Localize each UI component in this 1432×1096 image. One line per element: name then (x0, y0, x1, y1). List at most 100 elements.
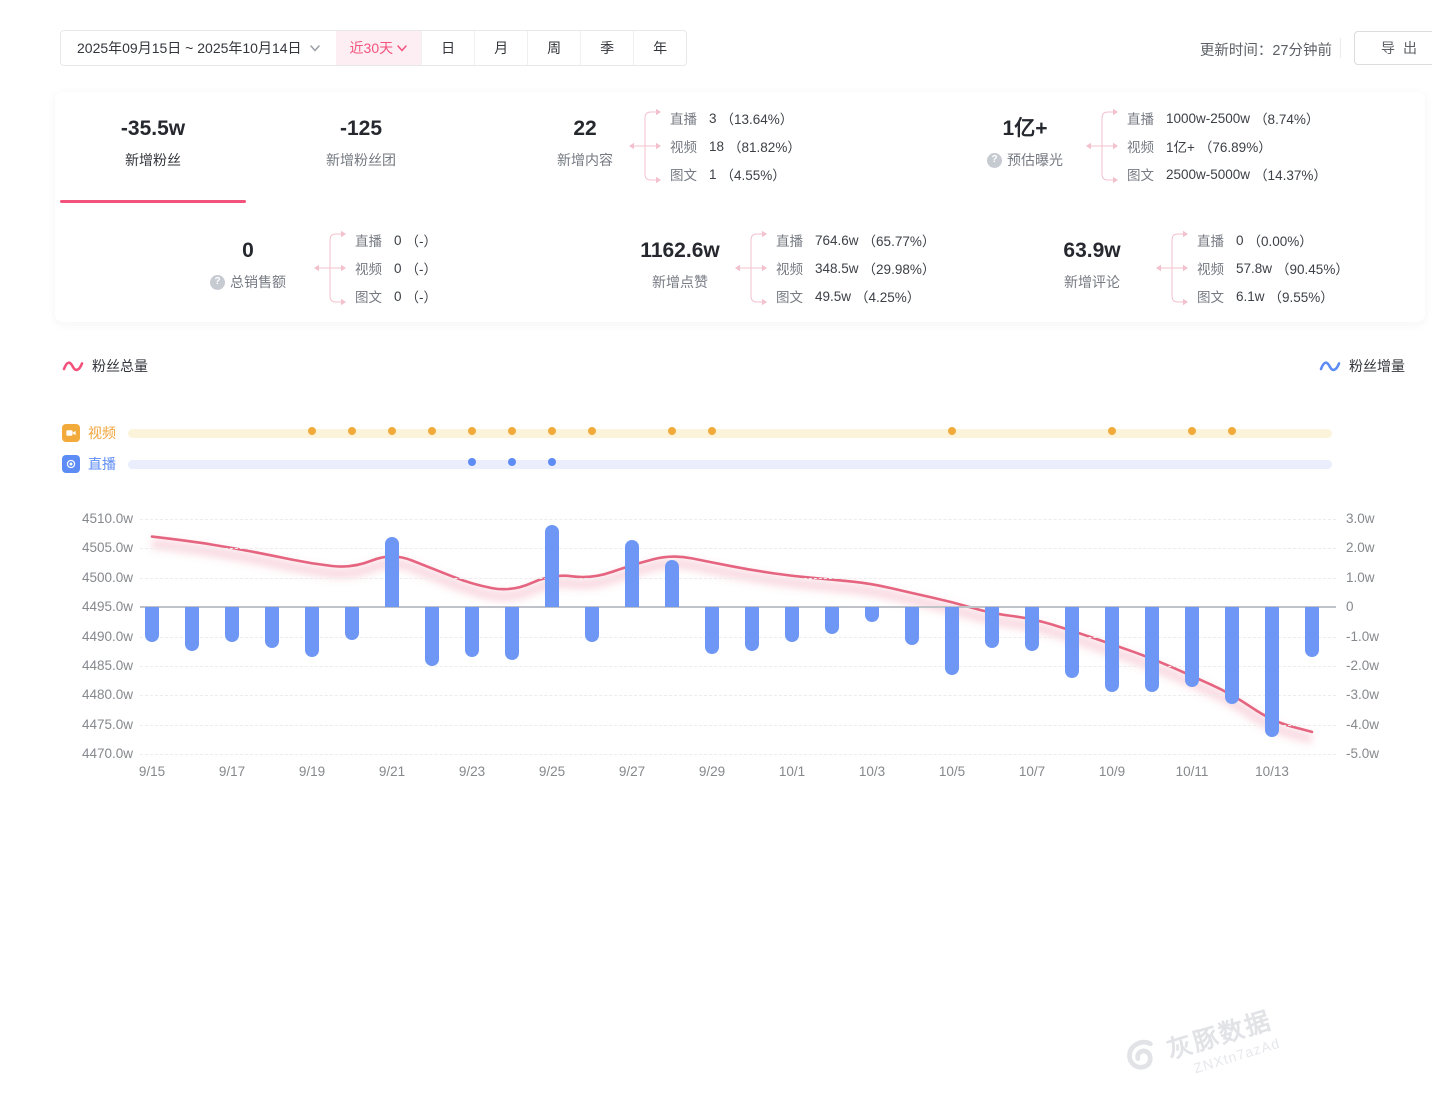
video-marker-dot[interactable] (948, 426, 956, 435)
video-marker-dot[interactable] (588, 426, 596, 435)
y-axis-label-left: 4505.0w (81, 540, 133, 556)
video-marker-dot[interactable] (1188, 426, 1196, 435)
video-marker-dot[interactable] (1108, 426, 1116, 435)
breakdown-estimated-exposure: 直播 1000w-2500w （8.74%） 视频 1亿+ （76.89%） 图文 250… (1085, 104, 1327, 188)
fans-increment-bar[interactable] (185, 607, 199, 652)
y-axis-label-right: 1.0w (1346, 569, 1375, 585)
fans-increment-bar[interactable] (425, 607, 439, 666)
stat-value: -35.5w (120, 117, 186, 140)
stat-card-new-likes[interactable]: 1162.6w 新增点赞 (605, 238, 755, 291)
breakdown-row: 图文 49.5w （4.25%） (776, 288, 921, 306)
date-range-selector[interactable]: 2025年09月15日 ~ 2025年10月14日 (61, 31, 336, 65)
x-axis-label: 10/9 (1098, 764, 1126, 779)
fans-increment-bar[interactable] (1025, 607, 1039, 652)
stat-card-new-fans[interactable]: -35.5w 新增粉丝 (60, 116, 246, 169)
fans-trend-chart: 灰豚数据 ZNXtn7azAd 4510.0w 4505.0w 4500.0w 449… (0, 500, 1432, 1076)
tab-quarter[interactable]: 季 (580, 31, 633, 65)
stat-card-new-content[interactable]: 22 新增内容 (510, 116, 660, 169)
blue-wave-icon (1319, 361, 1341, 372)
export-button[interactable]: 导出 (1354, 31, 1432, 65)
stat-card-total-sales[interactable]: 0 ? 总销售额 (173, 238, 323, 291)
y-axis-label-right: 2.0w (1346, 540, 1375, 556)
fans-increment-bar[interactable] (225, 607, 239, 643)
fans-increment-bar[interactable] (1105, 607, 1119, 693)
fans-increment-bar[interactable] (385, 536, 399, 608)
fans-increment-bar[interactable] (1185, 607, 1199, 687)
breakdown-row: 视频 18 （81.82%） (670, 138, 801, 156)
legend-fans-total[interactable]: 粉丝总量 (62, 356, 148, 376)
fans-increment-bar[interactable] (585, 607, 599, 643)
fans-increment-bar[interactable] (1305, 607, 1319, 658)
fans-increment-bar[interactable] (545, 524, 559, 608)
help-icon[interactable]: ? (987, 152, 1002, 168)
live-marker-dot[interactable] (508, 457, 516, 466)
breakdown-row: 直播 0 （-） (355, 232, 438, 250)
fans-increment-bar[interactable] (1145, 607, 1159, 693)
video-marker-dot[interactable] (548, 426, 556, 435)
fans-increment-bar[interactable] (865, 607, 879, 622)
fans-increment-bar[interactable] (345, 607, 359, 640)
quick-range-button[interactable]: 近30天 (335, 31, 422, 65)
zero-gridline (140, 606, 1336, 609)
x-axis-label: 9/21 (378, 764, 406, 779)
legend-label: 粉丝增量 (1349, 358, 1405, 374)
y-axis-label-right: -2.0w (1346, 658, 1380, 673)
video-marker-dot[interactable] (308, 426, 316, 435)
fans-increment-bar[interactable] (625, 539, 639, 608)
gridline (140, 548, 1336, 550)
x-axis-label: 9/29 (698, 764, 726, 779)
tab-week[interactable]: 周 (527, 31, 580, 65)
fans-increment-bar[interactable] (945, 607, 959, 675)
stats-panel (55, 92, 1425, 322)
y-axis-label-right: -5.0w (1346, 746, 1380, 762)
stat-card-new-fan-club[interactable]: -125 新增粉丝团 (268, 116, 454, 169)
fans-increment-bar[interactable] (1065, 607, 1079, 678)
y-axis-label-right: 0 (1346, 599, 1354, 615)
stat-value: 22 (573, 117, 597, 140)
video-marker-dot[interactable] (388, 426, 396, 435)
legend-fans-increment[interactable]: 粉丝增量 (1319, 356, 1405, 376)
fans-increment-bar[interactable] (785, 607, 799, 643)
y-axis-label-left: 4495.0w (81, 599, 133, 615)
watermark: 灰豚数据 ZNXtn7azAd (1118, 998, 1282, 1095)
video-marker-dot[interactable] (1228, 426, 1236, 435)
breakdown-row: 图文 2500w-5000w （14.37%） (1127, 166, 1327, 184)
stat-label: ? 总销售额 (173, 273, 323, 291)
fans-increment-bar[interactable] (305, 607, 319, 658)
fans-increment-bar[interactable] (1265, 607, 1279, 737)
fans-increment-bar[interactable] (825, 607, 839, 634)
fans-increment-bar[interactable] (705, 607, 719, 655)
y-axis-label-left: 4470.0w (81, 746, 133, 762)
fans-increment-bar[interactable] (905, 607, 919, 646)
tab-day[interactable]: 日 (421, 31, 474, 65)
breakdown-row: 视频 348.5w （29.98%） (776, 260, 936, 278)
gridline (140, 636, 1336, 638)
help-icon[interactable]: ? (210, 274, 225, 290)
fans-increment-bar[interactable] (145, 607, 159, 643)
fans-increment-bar[interactable] (265, 607, 279, 649)
video-marker-dot[interactable] (668, 426, 676, 435)
stat-label: 新增点赞 (652, 274, 708, 290)
fans-increment-bar[interactable] (465, 607, 479, 658)
live-marker-dot[interactable] (548, 457, 556, 466)
fans-increment-bar[interactable] (1225, 607, 1239, 705)
fans-increment-bar[interactable] (745, 607, 759, 652)
track-video: 视频 (0, 424, 1432, 442)
fans-increment-bar[interactable] (505, 607, 519, 661)
tab-year[interactable]: 年 (633, 31, 686, 65)
video-marker-dot[interactable] (428, 426, 436, 435)
stat-card-new-comments[interactable]: 63.9w 新增评论 (1017, 238, 1167, 291)
tab-month[interactable]: 月 (474, 31, 527, 65)
stat-label: 新增粉丝 (125, 152, 181, 168)
video-marker-dot[interactable] (708, 426, 716, 435)
x-axis-label: 9/19 (298, 764, 326, 779)
video-marker-dot[interactable] (348, 426, 356, 435)
video-marker-dot[interactable] (468, 426, 476, 435)
live-track-bar (128, 457, 1332, 469)
fans-increment-bar[interactable] (665, 560, 679, 608)
fans-increment-bar[interactable] (985, 607, 999, 649)
watermark-logo-icon (1127, 1039, 1153, 1070)
video-marker-dot[interactable] (508, 426, 516, 435)
live-marker-dot[interactable] (468, 457, 476, 466)
stat-card-estimated-exposure[interactable]: 1亿+ ? 预估曝光 (950, 116, 1100, 169)
